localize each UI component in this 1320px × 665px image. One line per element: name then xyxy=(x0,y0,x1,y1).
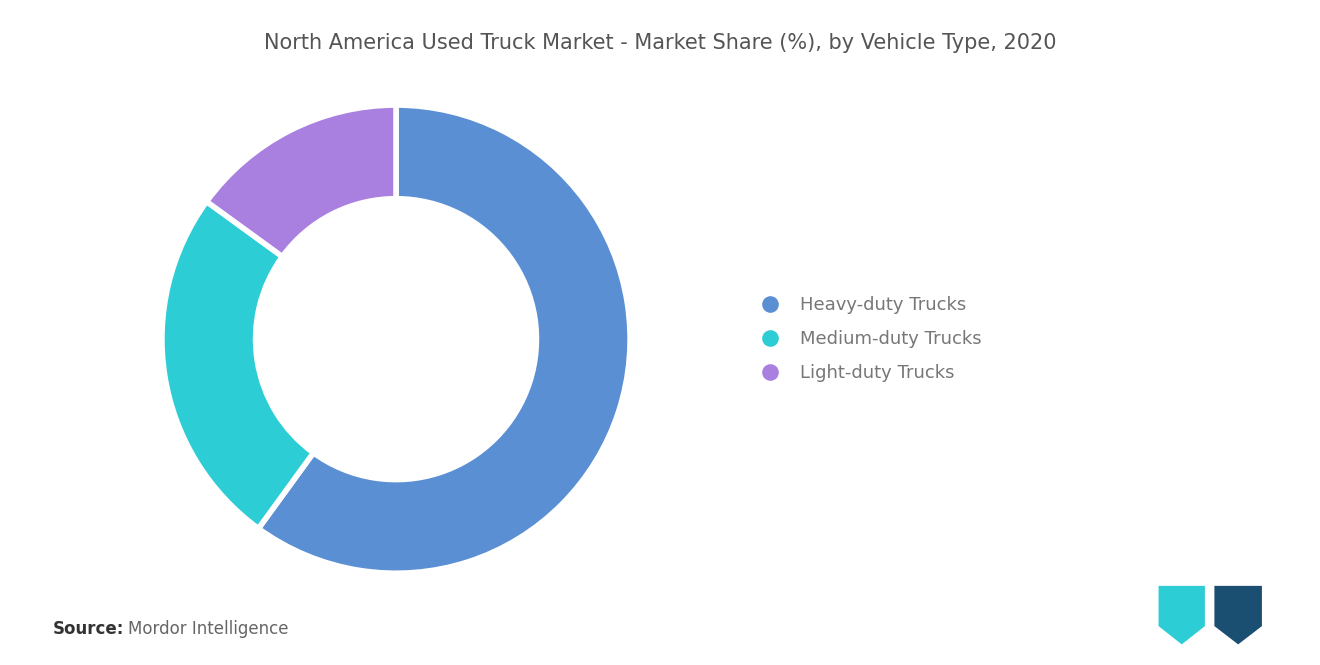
Polygon shape xyxy=(1159,586,1205,644)
Polygon shape xyxy=(1214,586,1262,644)
Legend: Heavy-duty Trucks, Medium-duty Trucks, Light-duty Trucks: Heavy-duty Trucks, Medium-duty Trucks, L… xyxy=(744,289,989,390)
Wedge shape xyxy=(207,105,396,257)
Text: Source:: Source: xyxy=(53,620,124,638)
Wedge shape xyxy=(162,201,313,529)
Text: Mordor Intelligence: Mordor Intelligence xyxy=(128,620,289,638)
Wedge shape xyxy=(259,105,630,573)
Text: North America Used Truck Market - Market Share (%), by Vehicle Type, 2020: North America Used Truck Market - Market… xyxy=(264,33,1056,53)
